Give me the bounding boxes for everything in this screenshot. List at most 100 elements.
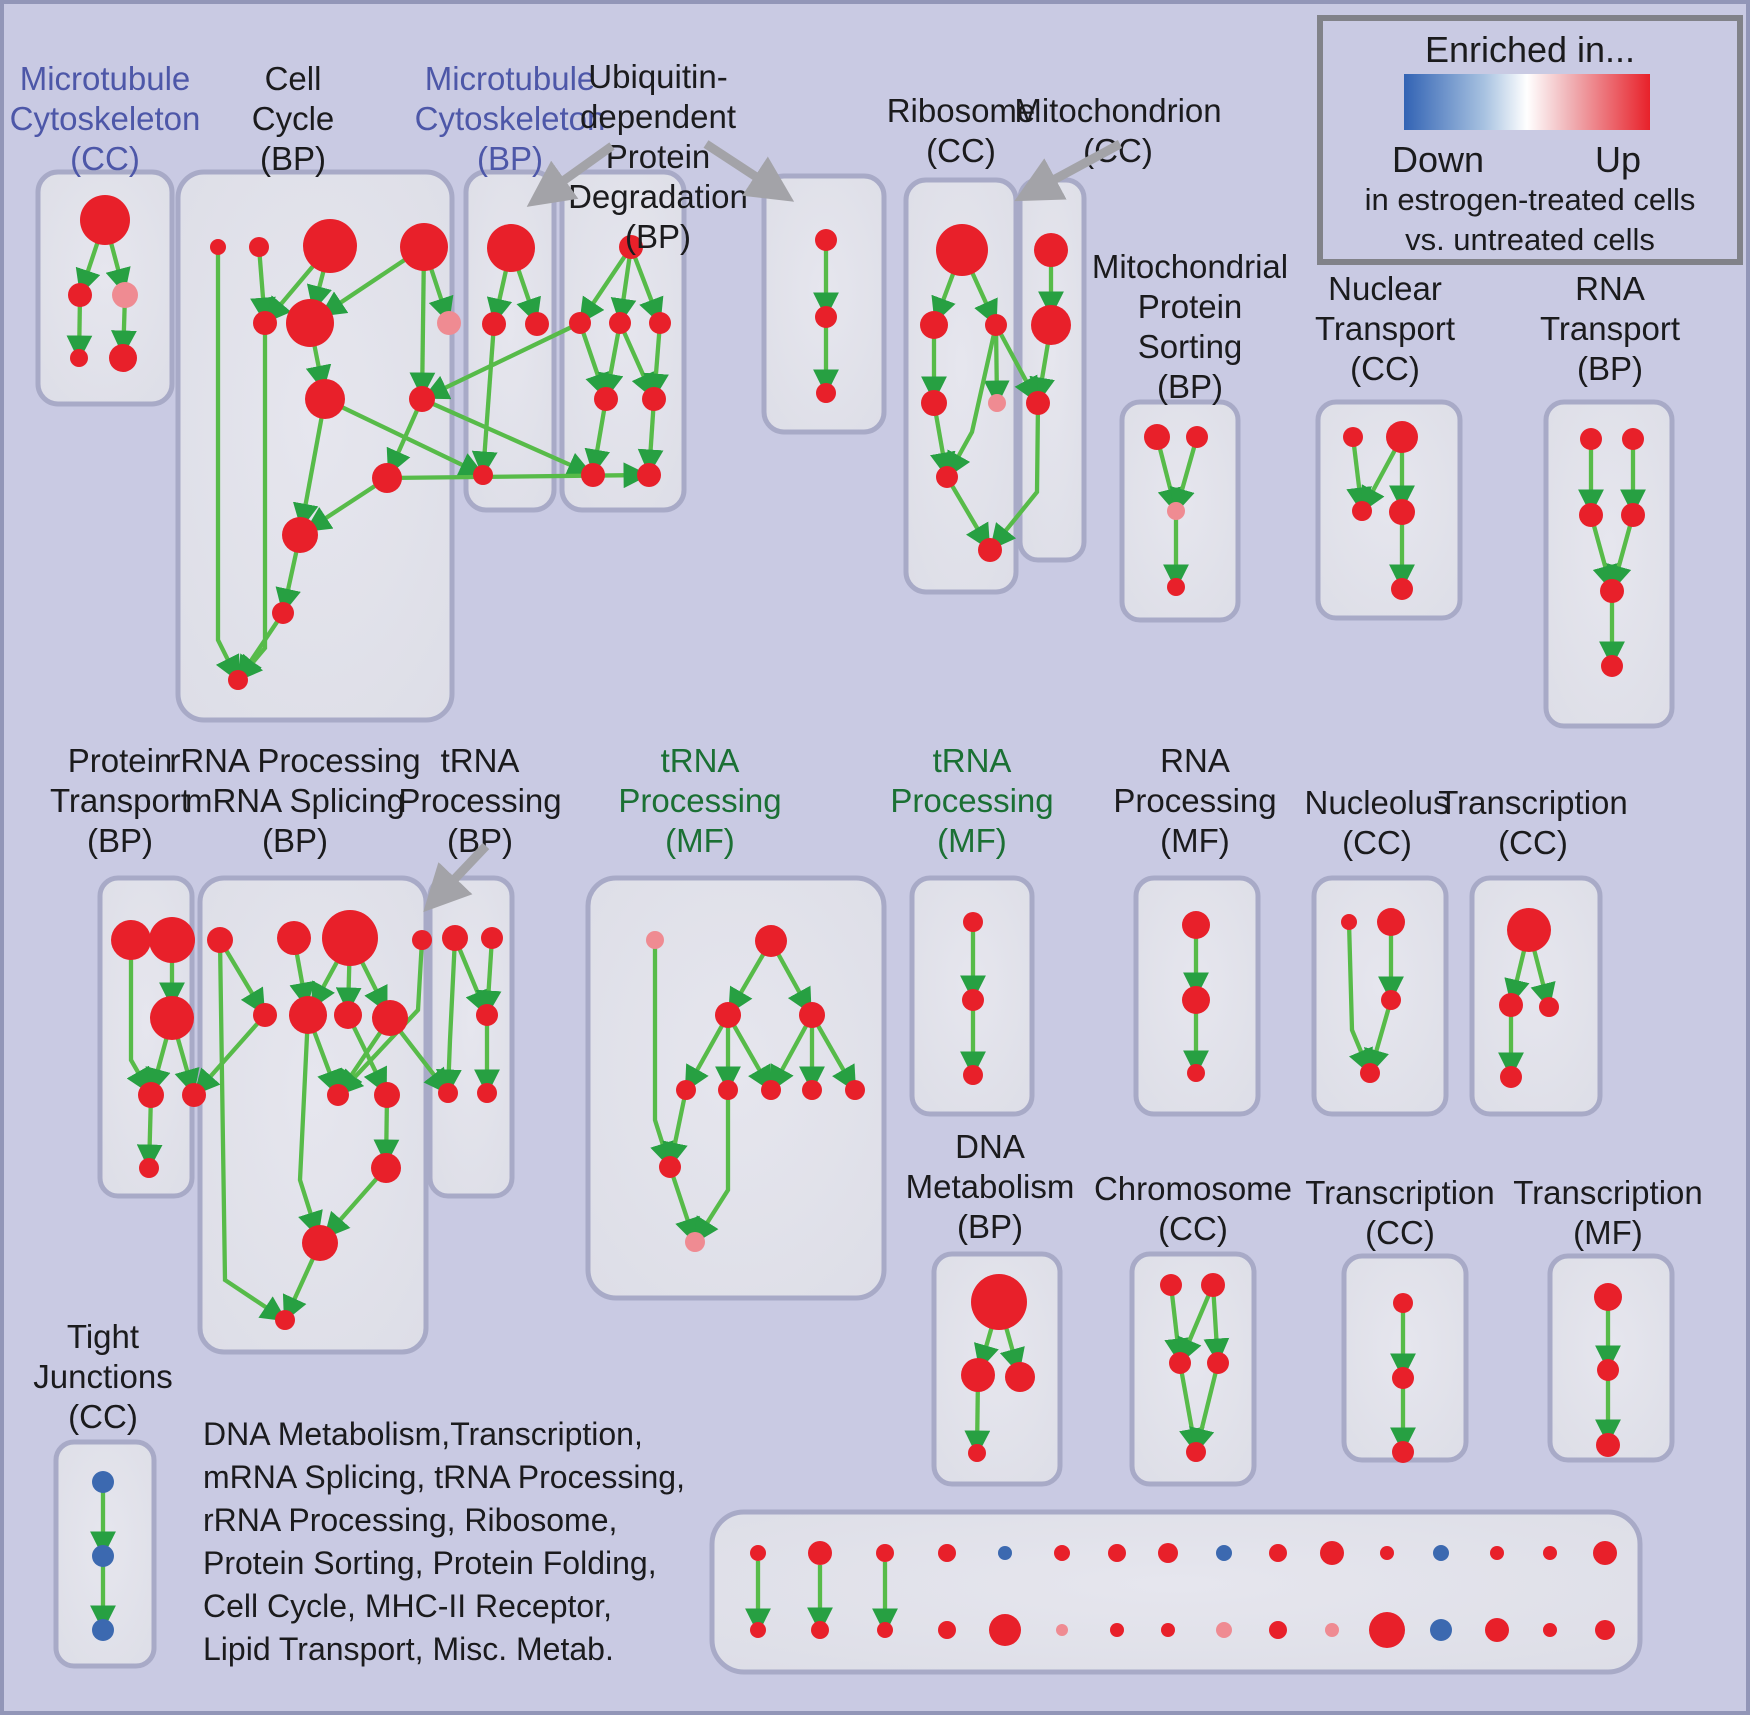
note-line: rRNA Processing, Ribosome, xyxy=(203,1502,617,1538)
go-term-node-mitochondrion-cc-b xyxy=(1026,391,1050,415)
go-term-node-transcription-cc-lower-b xyxy=(1392,1367,1414,1389)
go-term-node-misc-bottom-6 xyxy=(1110,1623,1124,1637)
cluster-label-cell-cycle-bp: Cycle xyxy=(252,100,335,137)
go-term-node-misc-bottom-3 xyxy=(938,1621,956,1639)
go-term-node-transcription-mf-a xyxy=(1594,1283,1622,1311)
go-term-node-cell-cycle-bp-f2 xyxy=(409,386,435,412)
cluster-label-microtubule-cytoskeleton-cc: Microtubule xyxy=(20,60,191,97)
cluster-label-rrna-processing-mrna-splicing-bp: mRNA Splicing xyxy=(185,782,405,819)
cluster-label-cell-cycle-bp: (BP) xyxy=(260,140,326,177)
cluster-label-protein-transport-bp: Protein xyxy=(68,742,173,779)
go-term-node-rrna-processing-mrna-splicing-bp-t1 xyxy=(207,927,233,953)
go-term-node-trna-processing-mf-2-a xyxy=(963,912,983,932)
cluster-label-mitochondrial-protein-sorting-bp: (BP) xyxy=(1157,368,1223,405)
cluster-label-trna-processing-mf-2: Processing xyxy=(890,782,1053,819)
cluster-label-ribosome-cc: Ribosome xyxy=(887,92,1036,129)
go-term-node-chromosome-cc-tr xyxy=(1201,1273,1225,1297)
edge-arrow xyxy=(435,937,462,1096)
nodes xyxy=(68,195,1645,1648)
go-term-node-ubiquitin-degradation-bp-a-r1 xyxy=(569,312,591,334)
go-term-node-misc-top-5 xyxy=(1054,1545,1070,1561)
cluster-label-trna-processing-bp: tRNA xyxy=(441,742,520,779)
go-term-node-cell-cycle-bp-i xyxy=(272,602,294,624)
go-term-node-rna-processing-mf-a xyxy=(1182,911,1210,939)
go-term-node-misc-top-8 xyxy=(1216,1545,1232,1561)
go-term-node-trna-processing-mf-1-s4 xyxy=(802,1080,822,1100)
go-term-node-trna-processing-bp-t2 xyxy=(481,927,503,949)
go-term-node-misc-top-4 xyxy=(998,1546,1012,1560)
cluster-label-mitochondrial-protein-sorting-bp: Mitochondrial xyxy=(1092,248,1288,285)
go-term-node-trna-processing-bp-m xyxy=(476,1004,498,1026)
go-term-node-ribosome-cc-mr xyxy=(985,314,1007,336)
go-term-node-trna-processing-mf-1-t xyxy=(755,925,787,957)
go-term-node-ubiquitin-degradation-bp-a-r3 xyxy=(649,312,671,334)
cluster-label-chromosome-cc: Chromosome xyxy=(1094,1170,1292,1207)
go-term-node-misc-top-9 xyxy=(1269,1544,1287,1562)
note-line: Lipid Transport, Misc. Metab. xyxy=(203,1631,614,1667)
go-term-node-misc-bottom-2 xyxy=(877,1622,893,1638)
go-term-node-misc-bottom-15 xyxy=(1595,1620,1615,1640)
go-term-node-ubiquitin-degradation-bp-a-b1 xyxy=(581,463,605,487)
go-term-node-ubiquitin-degradation-bp-a-t xyxy=(619,235,643,259)
edge-arrow xyxy=(946,324,999,479)
cluster-label-tight-junctions-cc: (CC) xyxy=(68,1398,138,1435)
go-term-node-nuclear-transport-cc-tr xyxy=(1386,421,1418,453)
go-term-node-trna-processing-mf-1-s3 xyxy=(761,1080,781,1100)
go-term-node-cell-cycle-bp-e2 xyxy=(286,299,334,347)
cluster-label-microtubule-cytoskeleton-bp: (BP) xyxy=(477,140,543,177)
cluster-box xyxy=(1543,399,1675,729)
label-callout-arrow xyxy=(1014,140,1123,202)
go-term-node-rrna-processing-mrna-splicing-bp-s2 xyxy=(374,1082,400,1108)
label-callout-arrow xyxy=(423,842,490,913)
edge-arrow xyxy=(422,321,581,400)
edge-arrow xyxy=(1177,1362,1205,1455)
cluster-label-nuclear-transport-cc: Nuclear xyxy=(1328,270,1442,307)
go-term-node-trna-processing-mf-2-c xyxy=(963,1065,983,1085)
go-term-node-nucleolus-cc-tl xyxy=(1341,914,1357,930)
cluster-label-transcription-cc-lower: (CC) xyxy=(1365,1214,1435,1251)
go-term-node-dna-metabolism-bp-t xyxy=(971,1274,1027,1330)
cluster-label-microtubule-cytoskeleton-bp: Microtubule xyxy=(425,60,596,97)
legend-box xyxy=(1317,15,1743,265)
edge-arrow xyxy=(126,940,151,1095)
go-term-node-nuclear-transport-cc-tl xyxy=(1343,427,1363,447)
go-term-node-cell-cycle-bp-f xyxy=(372,463,402,493)
go-term-node-trna-processing-mf-1-s2 xyxy=(718,1080,738,1100)
go-term-node-misc-bottom-9 xyxy=(1269,1621,1287,1639)
go-term-node-mitochondrion-cc-t xyxy=(1034,233,1068,267)
cluster-label-ribosome-cc: (CC) xyxy=(926,132,996,169)
go-term-node-dna-metabolism-bp-bl xyxy=(961,1358,995,1392)
go-term-node-rrna-processing-mrna-splicing-bp-m3 xyxy=(334,1001,362,1029)
go-term-node-cell-cycle-bp-g xyxy=(305,379,345,419)
cluster-label-nuclear-transport-cc: (CC) xyxy=(1350,350,1420,387)
cluster-label-ubiquitin-degradation-bp-a: Protein xyxy=(606,138,711,175)
go-term-node-rrna-processing-mrna-splicing-bp-t2 xyxy=(277,921,311,955)
go-term-node-microtubule-cytoskeleton-cc-e xyxy=(109,344,137,372)
go-term-node-nucleolus-cc-tr xyxy=(1377,908,1405,936)
go-term-node-misc-bottom-4 xyxy=(989,1614,1021,1646)
note-line: Cell Cycle, MHC-II Receptor, xyxy=(203,1588,612,1624)
go-term-node-protein-transport-bp-m xyxy=(150,996,194,1040)
go-term-node-tight-junctions-cc-a xyxy=(92,1471,114,1493)
go-term-node-trna-processing-mf-1-s5 xyxy=(845,1080,865,1100)
go-term-node-ubiquitin-degradation-bp-a-b2 xyxy=(637,463,661,487)
misc-categories-note: DNA Metabolism,Transcription, mRNA Splici… xyxy=(203,1416,685,1667)
go-term-node-misc-top-13 xyxy=(1490,1546,1504,1560)
go-term-node-misc-bottom-1 xyxy=(811,1621,829,1639)
go-term-node-transcription-cc-lower-c xyxy=(1392,1441,1414,1463)
go-term-node-cell-cycle-bp-d xyxy=(400,223,448,271)
cluster-label-protein-transport-bp: Transport xyxy=(50,782,190,819)
cluster-label-mitochondrion-cc: (CC) xyxy=(1083,132,1153,169)
go-term-node-misc-top-1 xyxy=(808,1541,832,1565)
go-term-node-protein-transport-bp-sr xyxy=(182,1083,206,1107)
go-term-node-misc-top-0 xyxy=(750,1545,766,1561)
legend-subtitle-1: in estrogen-treated cells xyxy=(1365,182,1696,217)
cluster-label-rna-processing-mf: Processing xyxy=(1113,782,1276,819)
go-term-node-rna-processing-mf-c xyxy=(1187,1064,1205,1082)
go-term-node-protein-transport-bp-sl xyxy=(138,1082,164,1108)
go-term-node-cell-cycle-bp-c xyxy=(303,219,357,273)
go-term-node-chromosome-cc-b xyxy=(1186,1442,1206,1462)
